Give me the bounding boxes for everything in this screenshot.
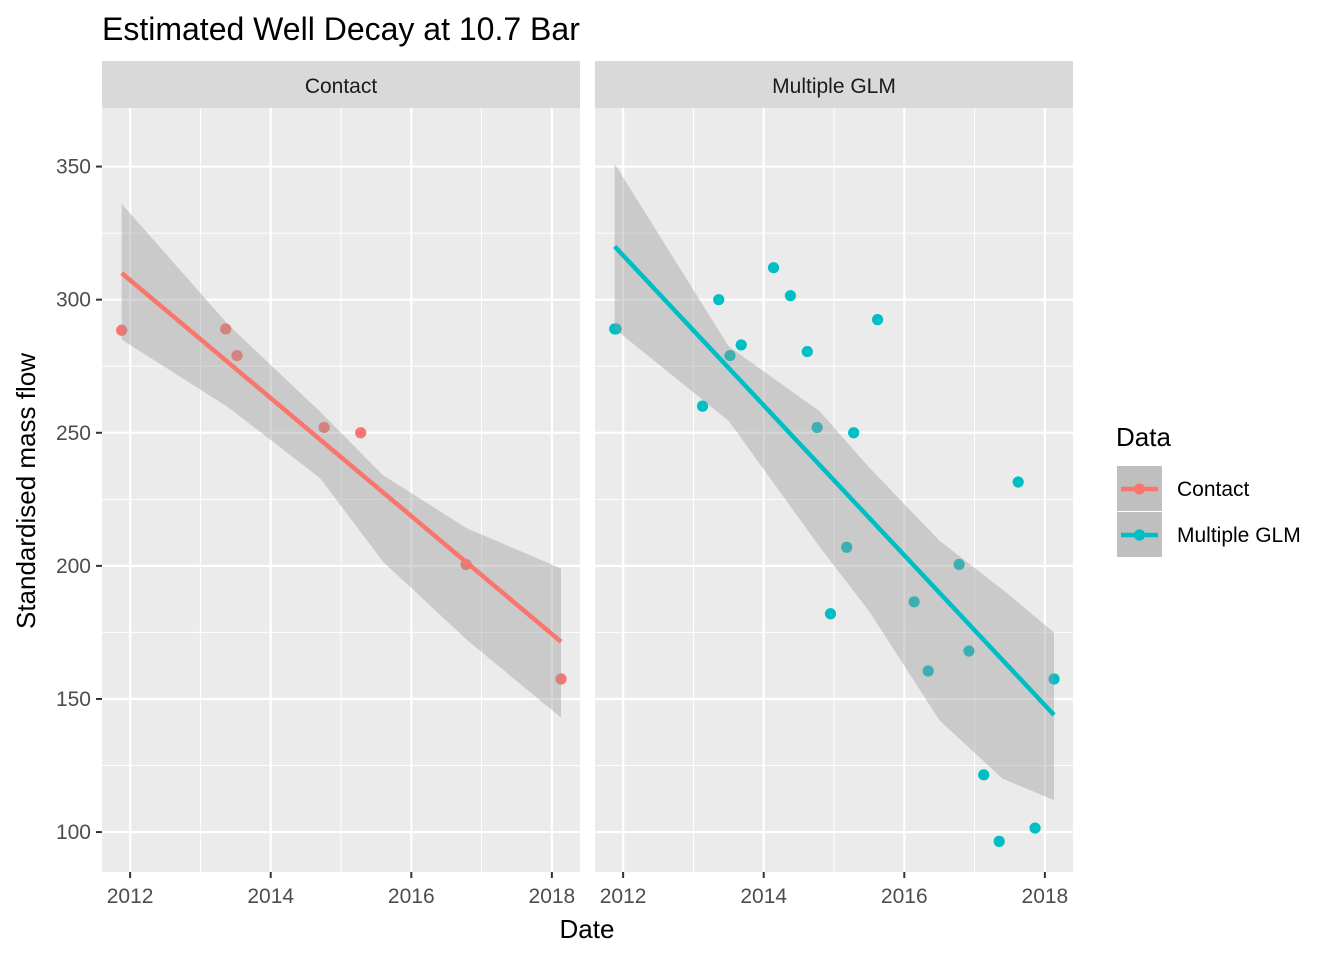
data-point: [922, 665, 934, 677]
data-point: [231, 349, 243, 362]
y-axis: 100 150 200 250 300 350: [56, 156, 102, 844]
data-point: [801, 345, 813, 358]
y-axis-label: Standardised mass flow: [11, 353, 41, 629]
legend-item: Multiple GLM: [1117, 512, 1301, 557]
chart-title: Estimated Well Decay at 10.7 Bar: [102, 11, 580, 47]
data-point: [953, 558, 965, 571]
facet-strip-label: Multiple GLM: [772, 75, 896, 98]
facet-panels: Contact 2012 2014 2016 2018 Multiple GLM 2012 2…: [102, 61, 1073, 908]
data-point: [1029, 822, 1041, 834]
x-axis-label: Date: [560, 914, 615, 944]
data-point: [824, 608, 837, 620]
data-point: [116, 324, 128, 336]
facet-strip-label: Contact: [305, 75, 378, 98]
legend-title: Data: [1116, 422, 1171, 452]
facet-panel-2: Multiple GLM 2012 2014 2016 2018: [595, 61, 1073, 908]
data-point: [713, 294, 725, 306]
legend-key-point: [1133, 529, 1146, 541]
x-tick-label: 2018: [529, 885, 576, 908]
data-point: [696, 400, 709, 412]
data-point: [355, 427, 367, 439]
data-point: [724, 349, 736, 362]
legend-label: Multiple GLM: [1177, 524, 1301, 547]
data-point: [978, 769, 990, 781]
x-tick-label: 2014: [740, 885, 787, 908]
y-tick-label: 150: [56, 688, 91, 711]
data-point: [1048, 673, 1060, 685]
data-point: [963, 645, 975, 657]
y-tick-label: 300: [56, 289, 91, 312]
facet-strip: [595, 61, 1073, 108]
fit-line: [613, 244, 1056, 717]
y-tick-label: 200: [56, 555, 91, 578]
y-tick-label: 350: [56, 156, 91, 179]
legend: Data Contact Multiple GLM: [1116, 422, 1301, 557]
x-tick-label: 2014: [247, 885, 294, 908]
data-point: [220, 323, 232, 335]
data-point: [318, 421, 330, 434]
facet-panel-1: Contact 2012 2014 2016 2018: [102, 61, 580, 908]
confidence-ribbon: [121, 203, 561, 718]
data-point: [871, 314, 884, 326]
x-tick-label: 2016: [388, 885, 435, 908]
data-point: [993, 835, 1005, 847]
data-point: [767, 262, 780, 274]
data-point: [841, 541, 853, 553]
data-point: [555, 673, 567, 685]
data-point: [735, 339, 747, 351]
data-point: [811, 421, 823, 434]
x-tick-label: 2018: [1022, 885, 1069, 908]
legend-key-point: [1133, 483, 1146, 495]
fit-line: [120, 271, 563, 644]
x-tick-label: 2012: [107, 885, 154, 908]
x-tick-label: 2016: [881, 885, 928, 908]
data-point: [908, 596, 920, 608]
x-tick-label: 2012: [600, 885, 647, 908]
legend-item: Contact: [1117, 466, 1250, 511]
legend-items: Contact Multiple GLM: [1117, 466, 1301, 557]
facet-strip: [102, 61, 580, 108]
data-point: [784, 290, 797, 302]
data-point: [848, 427, 860, 439]
legend-label: Contact: [1177, 478, 1250, 501]
data-point: [1012, 476, 1024, 488]
y-tick-label: 250: [56, 422, 91, 445]
data-point: [610, 323, 622, 335]
y-tick-label: 100: [56, 821, 91, 844]
